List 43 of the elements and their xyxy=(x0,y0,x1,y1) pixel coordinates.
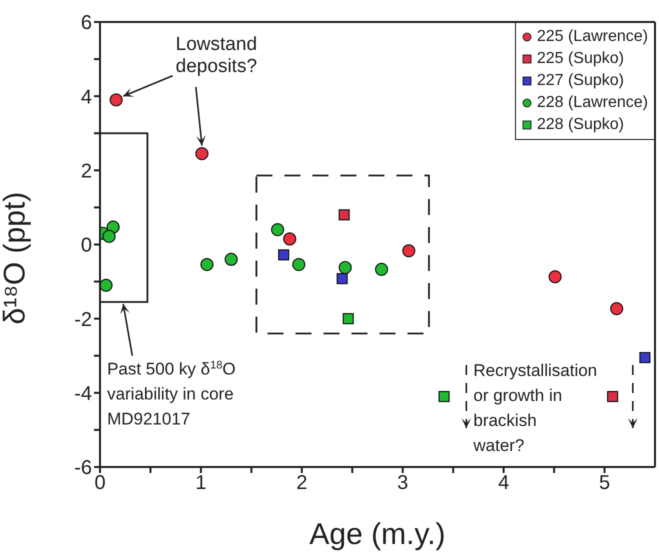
legend-label: 228 (Supko) xyxy=(536,115,624,135)
point xyxy=(271,223,284,236)
annotation: Past 500 ky δ$^{18}$O variability in core MD921017 xyxy=(107,359,236,428)
point xyxy=(342,313,354,324)
y-tick-label: -6 xyxy=(74,457,92,480)
point xyxy=(639,352,650,364)
point xyxy=(338,260,352,274)
point xyxy=(278,249,290,260)
point xyxy=(283,232,296,246)
annotation: Recrystallisation or growth in brackish water? xyxy=(472,361,598,456)
point xyxy=(100,278,113,292)
point xyxy=(102,230,116,243)
x-tick-label: 2 xyxy=(296,472,308,494)
point xyxy=(610,302,624,316)
point xyxy=(548,270,562,284)
x-axis-title: Age (m.y.) xyxy=(309,518,446,551)
legend-label: 228 (Lawrence) xyxy=(536,93,648,113)
x-tick-label: 1 xyxy=(195,472,206,494)
legend-label: 227 (Supko) xyxy=(536,71,624,91)
point xyxy=(607,390,618,402)
y-tick-label: -2 xyxy=(74,308,92,331)
x-tick-label: 5 xyxy=(598,472,610,494)
x-tick-label: 3 xyxy=(397,472,408,494)
point xyxy=(402,244,416,258)
point xyxy=(110,93,123,106)
x-tick-label: 4 xyxy=(498,472,510,494)
point xyxy=(338,209,350,220)
point xyxy=(438,390,450,402)
y-tick-label: 2 xyxy=(80,160,92,182)
point xyxy=(224,252,238,266)
annotation: Lowstand deposits? xyxy=(176,34,258,77)
point xyxy=(336,273,348,284)
y-tick-label: 0 xyxy=(80,234,92,257)
point xyxy=(292,258,306,272)
y-tick-label: 6 xyxy=(80,12,92,34)
y-axis-title: δ¹⁸O (ppt) xyxy=(0,192,32,324)
point xyxy=(374,262,388,276)
legend-label: 225 (Lawrence) xyxy=(536,27,648,47)
point xyxy=(200,258,214,272)
y-tick-label: 4 xyxy=(80,86,92,108)
point xyxy=(195,147,208,160)
legend-label: 225 (Supko) xyxy=(536,49,624,69)
y-tick-label: -4 xyxy=(74,382,92,405)
